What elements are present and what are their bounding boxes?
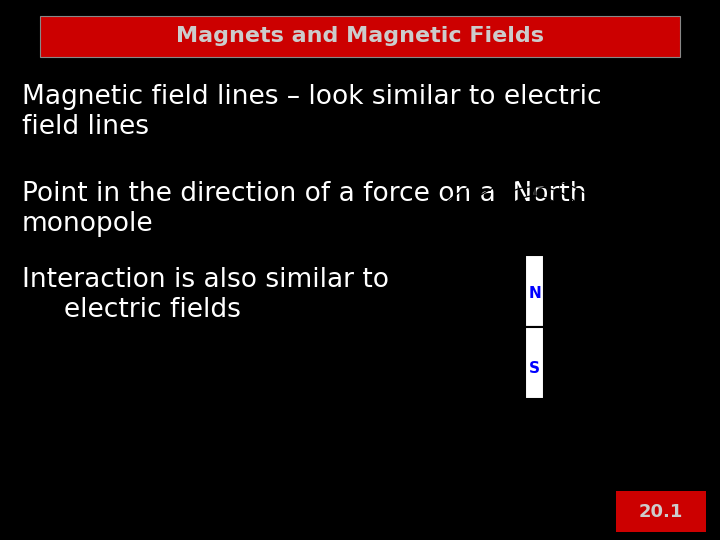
Text: Point in the direction of a force on a  North
monopole: Point in the direction of a force on a N… [22, 181, 586, 237]
Text: S: S [529, 361, 540, 376]
FancyBboxPatch shape [616, 491, 706, 532]
Text: Interaction is also similar to
     electric fields: Interaction is also similar to electric … [22, 267, 389, 323]
Text: 20.1: 20.1 [639, 503, 683, 521]
FancyBboxPatch shape [40, 16, 680, 57]
Bar [526, 327, 544, 399]
Text: N: N [528, 287, 541, 301]
Text: Magnets and Magnetic Fields: Magnets and Magnetic Fields [176, 26, 544, 46]
Bar [526, 255, 544, 327]
Text: Magnetic field lines – look similar to electric
field lines: Magnetic field lines – look similar to e… [22, 84, 601, 140]
